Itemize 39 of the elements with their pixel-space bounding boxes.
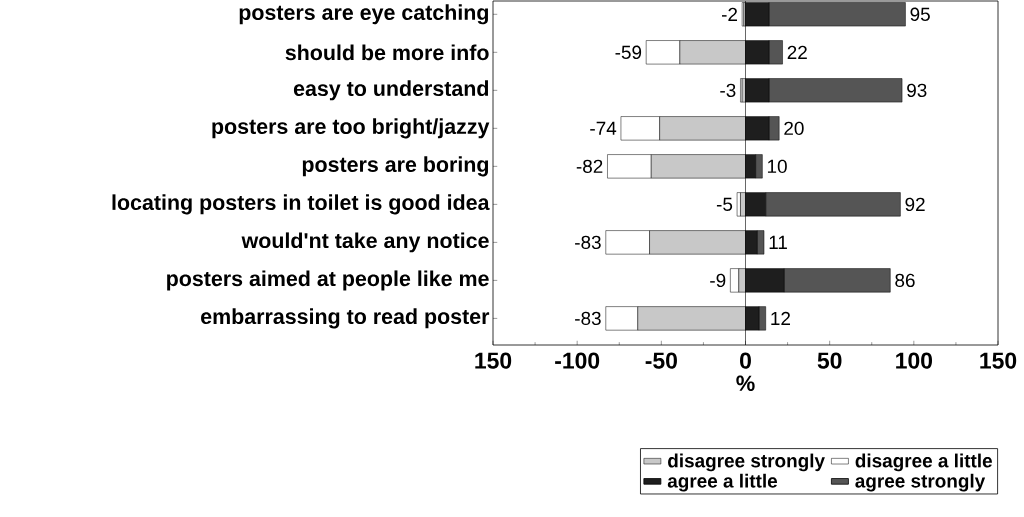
y-tick-label: posters are boring [302, 156, 489, 177]
x-tick-label: 100 [896, 352, 933, 369]
y-tick-label: posters aimed at people like me [167, 270, 489, 291]
annotation: -9 [710, 273, 726, 288]
legend-label: agree a little [667, 473, 778, 492]
y-tick-label: easy to understand [293, 80, 489, 101]
x-tick-label: -100 [555, 352, 600, 369]
annotation: 92 [905, 197, 925, 212]
annotation: -82 [576, 159, 603, 174]
legend-label: disagree strongly [668, 453, 825, 472]
legend-label: agree strongly [855, 473, 986, 492]
x-tick-label: 150 [475, 352, 512, 369]
y-tick-label: locating posters in toilet is good idea [112, 194, 490, 215]
annotation: -59 [615, 45, 642, 60]
annotation: 10 [767, 159, 787, 174]
annotation: 20 [784, 121, 804, 136]
annotation: -83 [575, 311, 601, 326]
y-tick-label: would'nt take any notice [241, 232, 489, 253]
annotation: -5 [716, 197, 733, 211]
annotation: -2 [721, 7, 738, 21]
annotation: -3 [720, 83, 736, 98]
annotation: -83 [575, 235, 601, 250]
x-axis-title: % [736, 375, 755, 391]
y-tick-label: posters are eye catching [239, 4, 489, 25]
annotation: 93 [907, 83, 927, 98]
y-tick-label: embarrassing to read poster [201, 308, 490, 329]
legend-label: disagree a little [855, 453, 992, 472]
annotation: 22 [787, 45, 807, 59]
x-tick-label: 0 [740, 352, 751, 369]
annotation: 95 [910, 7, 930, 22]
x-tick-label: 150 [980, 352, 1017, 369]
annotation: 86 [895, 273, 915, 288]
y-tick-label: should be more info [285, 44, 489, 61]
annotation: 12 [771, 311, 790, 325]
annotation: -74 [590, 121, 617, 135]
x-tick-label: 50 [817, 352, 842, 369]
annotation: 11 [769, 235, 787, 249]
y-tick-label: posters are too bright/jazzy [212, 118, 490, 139]
x-tick-label: -50 [645, 352, 677, 369]
